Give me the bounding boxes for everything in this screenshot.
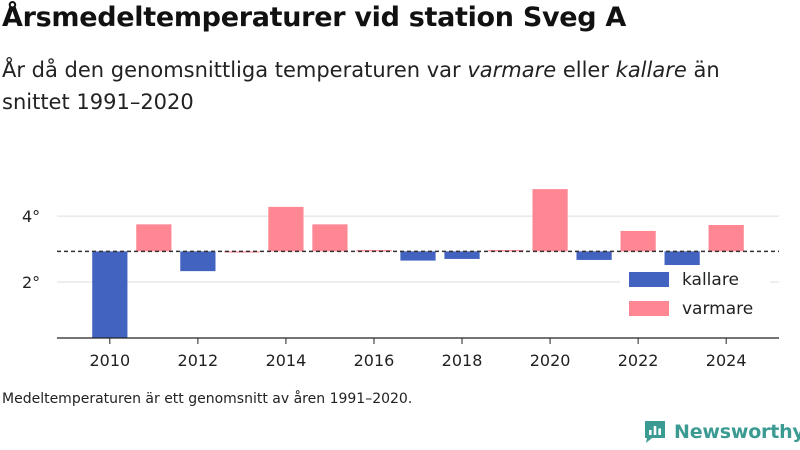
x-tick-label: 2016 (354, 351, 395, 370)
x-tick-label: 2014 (266, 351, 307, 370)
chart-title: Årsmedeltemperaturer vid station Sveg A (2, 2, 627, 33)
x-tick-label: 2024 (706, 351, 747, 370)
newsworthy-logo-icon (645, 421, 665, 443)
legend-swatch-varmare (629, 301, 669, 316)
bar-kallare (444, 251, 480, 259)
subtitle-text-1: År då den genomsnittliga temperaturen va… (2, 58, 468, 82)
bar-kallare (180, 251, 216, 272)
subtitle-warm-word: varmare (467, 58, 557, 82)
bar-varmare (136, 224, 172, 252)
subtitle-text-3: än snittet 1991–2020 (2, 58, 720, 114)
subtitle-text-2: eller (556, 58, 616, 82)
bar-chart: 2° 4° 2010 2012 2014 2016 2018 2020 2022 2024 kall… (22, 189, 779, 370)
x-tick-label: 2022 (618, 351, 659, 370)
bar-varmare (268, 206, 304, 252)
x-tick-label: 2012 (178, 351, 219, 370)
y-tick-label: 4° (22, 207, 40, 226)
bar-kallare (576, 251, 612, 260)
y-tick-label: 2° (22, 273, 40, 292)
chart-subtitle: År då den genomsnittliga temperaturen va… (2, 54, 782, 118)
x-tick-label: 2020 (530, 351, 571, 370)
footnote: Medeltemperaturen är ett genomsnitt av å… (2, 391, 413, 407)
bar-kallare (400, 251, 436, 261)
legend-label-varmare: varmare (682, 299, 753, 319)
x-tick-label: 2010 (89, 351, 130, 370)
bar-varmare (532, 189, 568, 252)
subtitle-cold-word: kallare (615, 58, 687, 82)
brand-logo: Newsworthy (643, 419, 800, 445)
x-tick-label: 2018 (442, 351, 483, 370)
bar-varmare (708, 225, 744, 252)
brand-name: Newsworthy (674, 421, 800, 443)
legend-swatch-kallare (629, 272, 669, 287)
bar-varmare (312, 224, 348, 252)
legend-label-kallare: kallare (682, 270, 739, 290)
bar-kallare (92, 251, 128, 338)
bar-varmare (620, 230, 656, 252)
